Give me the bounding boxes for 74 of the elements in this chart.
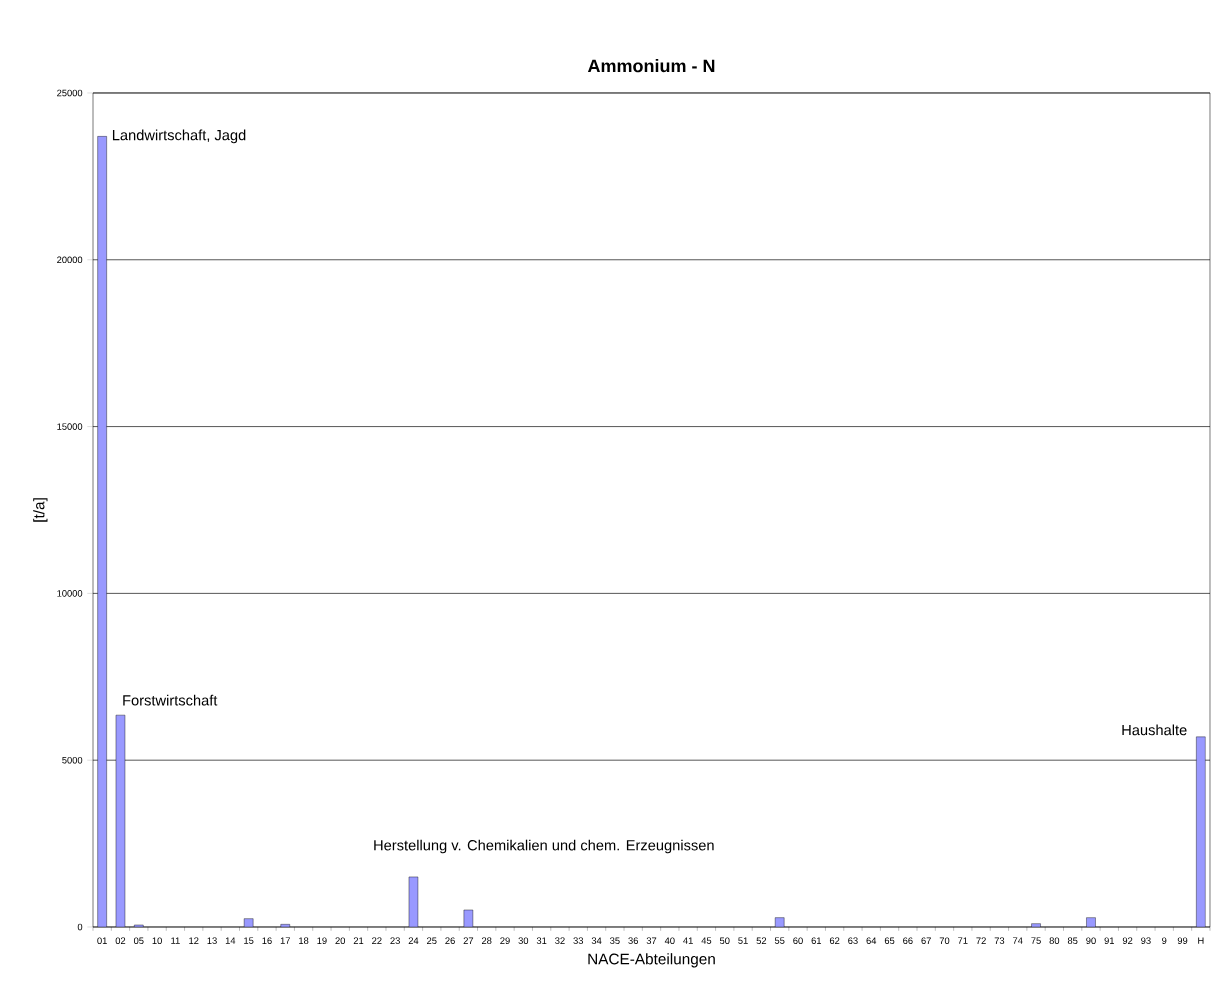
x-tick-label: 74 [1013,937,1023,944]
x-tick-label: 02 [115,937,126,944]
x-tick-label: 26 [445,937,455,944]
x-tick-label: 33 [573,937,584,944]
x-tick-label: 55 [774,937,785,944]
x-tick-label: 92 [1122,937,1133,944]
x-tick-label: 66 [903,937,913,944]
x-tick-label: 24 [408,937,419,944]
x-tick-label: 25 [427,937,437,944]
x-tick-label: 70 [939,937,950,944]
x-tick-label: 10 [152,937,162,944]
y-tick-label: 15000 [57,423,83,430]
x-tick-label: 51 [738,937,748,944]
x-tick-label: 27 [463,937,474,944]
x-tick-label: 64 [866,937,877,944]
y-tick-label: 10000 [57,590,83,597]
x-tick-label: 19 [317,937,327,944]
x-tick-label: 01 [97,937,107,944]
annotation: Herstellung v. Chemikalien und chem. Erzeugnissen [374,839,714,854]
x-tick-label: 20 [335,937,346,944]
x-tick-label: 14 [225,937,236,944]
annotation: Forstwirtschaft [123,694,218,706]
x-tick-label: 36 [628,937,638,944]
x-tick-label: 37 [646,937,657,944]
x-tick-label: 52 [756,937,767,944]
x-tick-label: 99 [1177,937,1188,944]
chart-title: Ammonium - N [587,59,715,73]
x-tick-label: 75 [1031,937,1041,944]
y-tick-label: 25000 [57,89,83,97]
x-tick-label: 71 [958,937,968,944]
x-tick-label: 65 [884,937,895,944]
x-tick-label: 11 [171,937,180,944]
x-tick-label: 15 [244,937,254,944]
x-tick-label: 34 [591,937,602,944]
x-tick-label: 80 [1049,937,1060,944]
x-tick-label: 93 [1141,937,1151,944]
x-tick-label: 90 [1086,937,1096,944]
x-tick-label: 63 [848,937,858,944]
x-tick-label: 72 [976,937,986,944]
y-tick-label: 20000 [57,256,83,264]
x-tick-label: 29 [500,937,510,944]
x-axis-title: NACE-Abteilungen [588,953,715,968]
x-tick-label: 05 [133,937,144,944]
annotation: Haushalte [1122,724,1187,736]
x-tick-label: 91 [1104,937,1115,944]
x-tick-label: 73 [994,937,1005,944]
x-tick-label: 22 [372,937,382,944]
x-tick-label: 13 [207,937,217,944]
x-tick-label: 35 [610,937,620,944]
x-tick-label: 17 [280,937,290,944]
x-tick-label: 41 [683,937,693,944]
x-tick-label: 9 [1162,937,1167,944]
y-tick-label: 0 [77,923,83,931]
x-tick-label: 85 [1067,937,1078,944]
x-tick-label: 61 [811,937,822,944]
x-tick-label: 32 [555,937,565,944]
x-tick-label: 31 [536,937,547,944]
y-axis-title: [t/a] [33,498,48,522]
x-tick-label: 45 [701,937,712,944]
annotation: Landwirtschaft, Jagd [112,129,246,144]
x-tick-label: 40 [664,937,675,944]
y-tick-label: 5000 [62,756,83,764]
x-tick-label: H [1198,937,1204,944]
x-tick-label: 67 [921,937,931,944]
x-tick-label: 60 [793,937,803,944]
x-tick-label: 23 [390,937,400,944]
x-tick-label: 28 [481,937,492,944]
x-tick-label: 18 [299,937,309,944]
x-tick-label: 50 [719,937,730,944]
x-tick-label: 21 [353,937,364,944]
x-tick-label: 30 [518,937,529,944]
x-tick-label: 12 [189,937,199,944]
x-tick-label: 16 [262,937,272,944]
x-tick-label: 62 [829,937,840,944]
